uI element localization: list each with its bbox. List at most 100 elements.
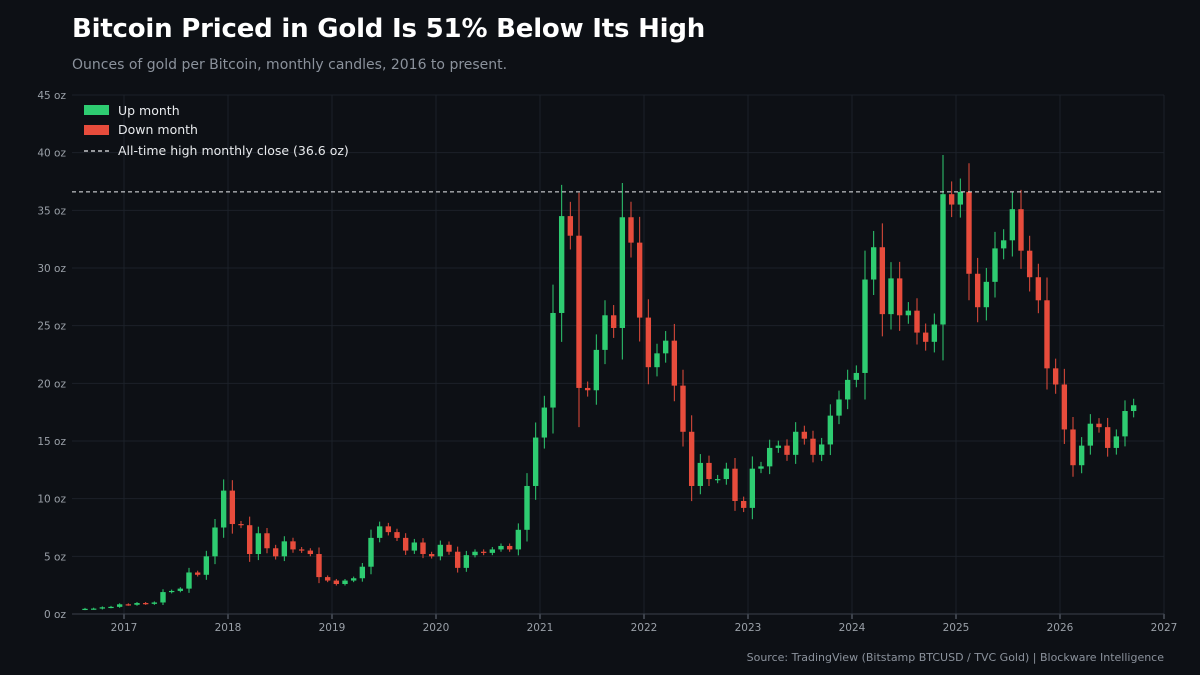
candle-body-down (879, 247, 886, 315)
candle-body-up (714, 479, 721, 481)
candle-body-down (584, 387, 591, 391)
candle (160, 589, 166, 606)
candle (567, 201, 574, 250)
candle (732, 457, 738, 511)
candle (151, 601, 158, 605)
candle-body-down (1026, 250, 1033, 278)
candle (142, 602, 149, 605)
candle (844, 369, 851, 410)
candle-body-down (896, 278, 903, 316)
candle-body-down (1044, 300, 1050, 369)
candle-body-up (212, 527, 218, 557)
y-tick-label: 15 oz (37, 436, 66, 448)
candle (784, 439, 790, 461)
candle-body-down (706, 462, 712, 480)
candle-body-down (1070, 429, 1076, 466)
candle-body-up (281, 541, 288, 557)
candle-body-up (541, 407, 548, 438)
candle-body-down (645, 317, 652, 368)
candle (827, 404, 834, 456)
x-tick-label: 2023 (735, 622, 762, 634)
candle-body-up (186, 572, 192, 589)
x-tick-label: 2019 (319, 622, 346, 634)
candle (229, 480, 236, 534)
candle (385, 522, 392, 536)
candle-body-up (602, 315, 608, 350)
candle (940, 155, 946, 361)
candle-body-up (662, 340, 669, 354)
candle-body-down (238, 524, 244, 526)
candle (870, 230, 877, 295)
candle (116, 603, 123, 608)
candle-body-down (914, 310, 920, 333)
candle-body-up (498, 545, 504, 550)
candle-body-down (1104, 427, 1111, 448)
x-tick-label: 2026 (1047, 622, 1074, 634)
candle-body-down (194, 572, 201, 575)
candle (264, 527, 270, 554)
candle (983, 267, 990, 321)
candle-body-up (844, 379, 851, 400)
candle-body-down (974, 273, 981, 308)
candle (333, 578, 340, 586)
candle-body-up (888, 278, 894, 315)
candle (558, 184, 565, 342)
candle (255, 526, 262, 561)
candle (1113, 429, 1120, 455)
candle (437, 540, 444, 561)
candle (316, 547, 322, 584)
candle-body-up (1000, 240, 1007, 249)
candle (281, 536, 288, 562)
candle (428, 551, 435, 559)
candle-body-up (203, 556, 210, 575)
candle (957, 178, 964, 218)
candle-body-up (957, 191, 964, 205)
candle (1044, 277, 1050, 390)
candle-body-up (82, 608, 88, 611)
candle (1000, 229, 1007, 260)
y-tick-label: 25 oz (37, 321, 66, 333)
candle (1104, 417, 1111, 457)
candle (324, 575, 331, 583)
candle-body-up (359, 566, 366, 579)
candle (706, 455, 712, 486)
candle-body-up (1087, 423, 1094, 446)
candle (411, 538, 418, 554)
candle (1061, 368, 1068, 444)
candle (775, 440, 782, 453)
candle (472, 549, 478, 558)
candle (203, 550, 210, 580)
candle (498, 543, 504, 552)
candle-body-up (368, 537, 374, 567)
candle-body-down (446, 544, 452, 552)
candle-body-down (307, 550, 314, 555)
candle-body-up (862, 279, 868, 373)
candle-body-down (1096, 423, 1102, 428)
legend-down-label: Down month (118, 122, 198, 137)
candle-body-up (220, 490, 227, 528)
candle (506, 543, 513, 552)
candle (125, 603, 132, 606)
candle-body-up (1122, 411, 1128, 437)
candle-body-down (740, 500, 747, 508)
candle-body-up (853, 372, 860, 380)
x-tick-label: 2027 (1151, 622, 1178, 634)
candle-body-up (905, 310, 912, 316)
candle (90, 607, 97, 610)
candle-body-up (350, 578, 357, 581)
candle (376, 521, 383, 543)
candle (619, 182, 626, 360)
candle-body-up (515, 529, 522, 550)
candle-body-up (376, 526, 383, 538)
candle-body-down (428, 554, 435, 557)
candle (220, 479, 227, 538)
candle-body-up (342, 580, 348, 585)
candle-body-up (151, 602, 158, 604)
candle (1122, 400, 1128, 447)
candle-body-down (142, 603, 149, 605)
candle-body-down (229, 490, 236, 525)
candle (1052, 358, 1059, 394)
candle (810, 430, 816, 463)
x-tick-label: 2022 (631, 622, 658, 634)
candle (524, 473, 530, 542)
